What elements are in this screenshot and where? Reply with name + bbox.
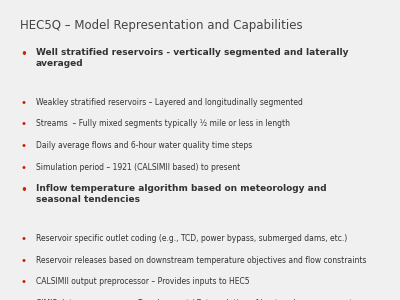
Text: Well stratified reservoirs - vertically segmented and laterally
averaged: Well stratified reservoirs - vertically … — [36, 48, 348, 68]
Text: •: • — [20, 48, 27, 61]
Text: •: • — [20, 119, 26, 129]
Text: Inflow temperature algorithm based on meteorology and
seasonal tendencies: Inflow temperature algorithm based on me… — [36, 184, 327, 204]
Text: Simulation period – 1921 (CALSIMII based) to present: Simulation period – 1921 (CALSIMII based… — [36, 163, 240, 172]
Text: Reservoir releases based on downstream temperature objectives and flow constrain: Reservoir releases based on downstream t… — [36, 256, 366, 265]
Text: Reservoir specific outlet coding (e.g., TCD, power bypass, submerged dams, etc.): Reservoir specific outlet coding (e.g., … — [36, 234, 347, 243]
Text: •: • — [20, 234, 26, 244]
Text: •: • — [20, 163, 26, 172]
Text: Daily average flows and 6-hour water quality time steps: Daily average flows and 6-hour water qua… — [36, 141, 252, 150]
Text: CALSIMII output preprocessor – Provides inputs to HEC5: CALSIMII output preprocessor – Provides … — [36, 277, 250, 286]
Text: •: • — [20, 256, 26, 266]
Text: •: • — [20, 141, 26, 151]
Text: HEC5Q – Model Representation and Capabilities: HEC5Q – Model Representation and Capabil… — [20, 20, 303, 32]
Text: CIMIS data preprocessor – Development / Extrapolation of heat exchange parameter: CIMIS data preprocessor – Development / … — [36, 299, 364, 300]
Text: •: • — [20, 277, 26, 287]
Text: Weakley stratified reservoirs – Layered and longitudinally segmented: Weakley stratified reservoirs – Layered … — [36, 98, 303, 107]
Text: Streams  – Fully mixed segments typically ½ mile or less in length: Streams – Fully mixed segments typically… — [36, 119, 290, 128]
Text: •: • — [20, 98, 26, 108]
Text: •: • — [20, 184, 27, 197]
Text: •: • — [20, 299, 26, 300]
